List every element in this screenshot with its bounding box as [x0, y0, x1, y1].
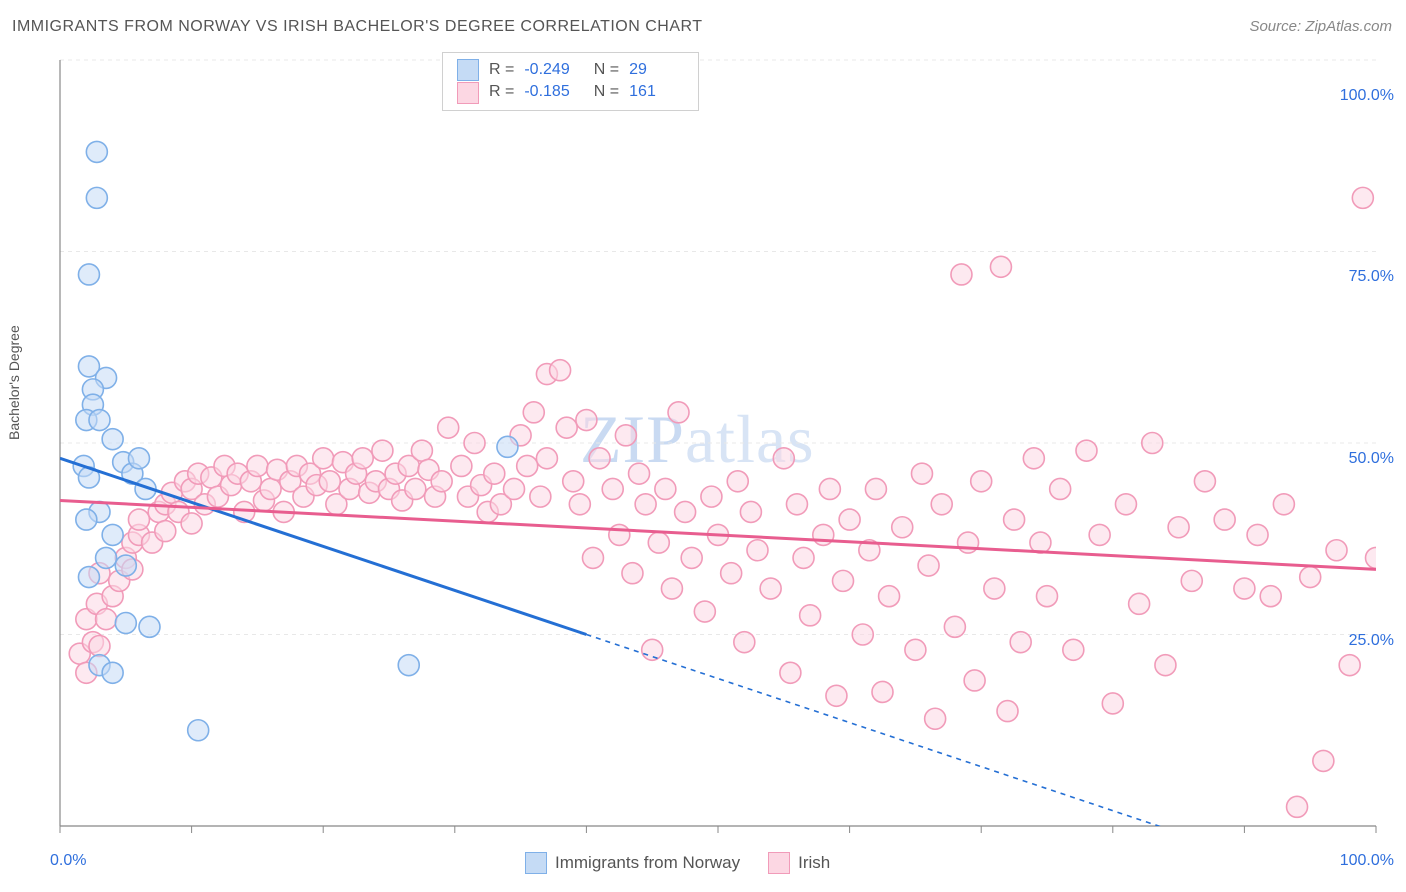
- legend-swatch-norway-icon: [525, 852, 547, 874]
- legend-swatch-norway: [457, 59, 479, 81]
- series-legend: Immigrants from Norway Irish: [525, 852, 830, 874]
- legend-n-value-norway: 29: [629, 59, 684, 81]
- correlation-legend: R = -0.249 N = 29 R = -0.185 N = 161: [442, 52, 699, 111]
- legend-row-irish: R = -0.185 N = 161: [457, 81, 684, 103]
- legend-item-norway: Immigrants from Norway: [525, 852, 740, 874]
- legend-n-value-irish: 161: [629, 81, 684, 103]
- scatter-chart: [48, 48, 1388, 838]
- legend-r-label: R =: [489, 81, 514, 103]
- y-tick-label: 25.0%: [1349, 632, 1394, 650]
- legend-n-label: N =: [589, 59, 619, 81]
- source-label: Source: ZipAtlas.com: [1249, 18, 1392, 35]
- legend-label-irish: Irish: [798, 853, 830, 873]
- y-tick-label: 50.0%: [1349, 450, 1394, 468]
- legend-row-norway: R = -0.249 N = 29: [457, 59, 684, 81]
- legend-r-value-irish: -0.185: [524, 81, 579, 103]
- legend-r-value-norway: -0.249: [524, 59, 579, 81]
- y-axis-label: Bachelor's Degree: [6, 325, 22, 440]
- legend-swatch-irish-icon: [768, 852, 790, 874]
- x-tick-label: 100.0%: [1340, 852, 1394, 870]
- plot-area: [48, 48, 1388, 838]
- y-tick-label: 100.0%: [1340, 87, 1394, 105]
- legend-n-label: N =: [589, 81, 619, 103]
- y-tick-label: 75.0%: [1349, 268, 1394, 286]
- legend-r-label: R =: [489, 59, 514, 81]
- legend-label-norway: Immigrants from Norway: [555, 853, 740, 873]
- legend-item-irish: Irish: [768, 852, 830, 874]
- legend-swatch-irish: [457, 82, 479, 104]
- chart-title: IMMIGRANTS FROM NORWAY VS IRISH BACHELOR…: [12, 18, 703, 36]
- x-tick-label: 0.0%: [50, 852, 86, 870]
